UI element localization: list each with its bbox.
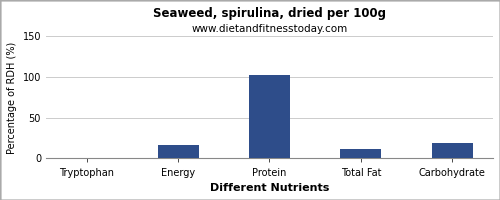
Y-axis label: Percentage of RDH (%): Percentage of RDH (%) [7,41,17,154]
Text: www.dietandfitnesstoday.com: www.dietandfitnesstoday.com [192,24,348,34]
Bar [158,145,198,158]
Title: Seaweed, spirulina, dried per 100g: Seaweed, spirulina, dried per 100g [153,7,386,20]
Bar [432,143,472,158]
Bar [249,75,290,158]
X-axis label: Different Nutrients: Different Nutrients [210,183,329,193]
Bar [340,149,382,158]
